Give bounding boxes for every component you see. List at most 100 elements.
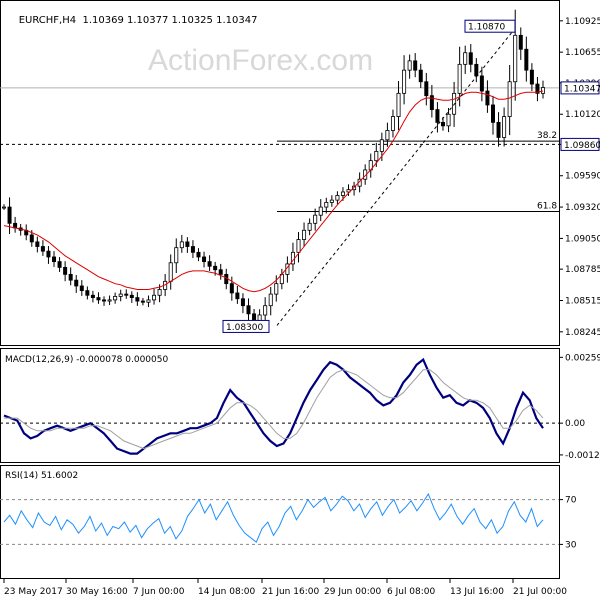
fib-level-label: 38.2 bbox=[537, 131, 557, 141]
price-tick-label: 1.09320 bbox=[565, 203, 600, 213]
candle-body bbox=[263, 305, 268, 316]
candle-body bbox=[174, 247, 179, 264]
candle-body bbox=[513, 34, 518, 83]
candle-body bbox=[402, 69, 407, 94]
candle-body bbox=[324, 202, 329, 208]
rsi-tick-label: 30 bbox=[565, 540, 577, 550]
candle-body bbox=[40, 246, 45, 252]
candle-body bbox=[424, 81, 429, 97]
candle-body bbox=[318, 206, 323, 216]
candle-body bbox=[90, 294, 95, 298]
candle-body bbox=[124, 293, 129, 296]
candle-body bbox=[118, 293, 123, 297]
rsi-tick-label: 70 bbox=[565, 496, 577, 506]
candle-body bbox=[313, 214, 318, 224]
candle-body bbox=[185, 241, 190, 247]
candle-body bbox=[502, 116, 507, 138]
candle-body bbox=[107, 299, 112, 302]
candle-body bbox=[135, 297, 140, 302]
candle-body bbox=[29, 234, 34, 243]
watermark: ActionForex.com bbox=[148, 44, 373, 77]
candle-body bbox=[274, 283, 279, 295]
x-tick-label: 14 Jun 08:00 bbox=[198, 587, 255, 597]
candle-body bbox=[246, 305, 251, 315]
x-tick-label: 29 Jun 00:00 bbox=[324, 587, 381, 597]
current-price-badge-box bbox=[560, 81, 600, 95]
price-tick-label: 1.09050 bbox=[565, 234, 600, 244]
swing-high-label-box bbox=[464, 19, 516, 33]
candle-body bbox=[46, 250, 51, 258]
candle-body bbox=[168, 262, 173, 282]
macd-layer: MACD(12,26,9) -0.000078 0.000050 0.00259 0… bbox=[0, 353, 600, 461]
candle-body bbox=[496, 121, 501, 138]
candle-body bbox=[190, 246, 195, 253]
candle-body bbox=[307, 222, 312, 231]
x-tick-label: 30 May 16:00 bbox=[66, 587, 128, 597]
candle-body bbox=[429, 95, 434, 110]
candle-body bbox=[340, 191, 345, 196]
candle-body bbox=[79, 285, 84, 292]
candle-body bbox=[257, 314, 262, 322]
candle-body bbox=[68, 273, 73, 281]
candle-body bbox=[446, 113, 451, 127]
candle-body bbox=[474, 63, 479, 77]
ohlc-label: 1.10369 1.10377 1.10325 1.10347 bbox=[82, 15, 258, 26]
candle-body bbox=[418, 69, 423, 83]
candle-body bbox=[129, 294, 134, 298]
candle-body bbox=[524, 48, 529, 71]
candle-body bbox=[7, 206, 12, 224]
candle-body bbox=[140, 300, 145, 303]
candle-body bbox=[541, 87, 546, 94]
candle-body bbox=[218, 269, 223, 275]
candle-body bbox=[146, 299, 151, 303]
candle-body bbox=[396, 92, 401, 117]
candle-body bbox=[207, 261, 212, 267]
x-tick-label: 13 Jul 16:00 bbox=[450, 587, 504, 597]
axis-layer: 23 May 2017 30 May 16:00 7 Jun 00:00 14 Jun… bbox=[3, 578, 567, 597]
candle-body bbox=[335, 195, 340, 201]
x-tick-label: 6 Jul 08:00 bbox=[387, 587, 436, 597]
swing-high-label: 1.10870 bbox=[468, 23, 505, 33]
price-layer: 1.109251.106551.103901.101201.098601.095… bbox=[0, 9, 600, 338]
candle-body bbox=[507, 81, 512, 117]
macd-signal-line bbox=[4, 369, 544, 450]
rsi-layer: RSI(14) 51.6002 70 30 bbox=[0, 471, 577, 550]
candle-body bbox=[35, 241, 40, 247]
x-tick-label: 7 Jun 00:00 bbox=[133, 587, 185, 597]
price-tick-label: 1.10655 bbox=[565, 48, 600, 58]
support-level-badge: 1.09860 bbox=[564, 141, 600, 151]
candle-body bbox=[468, 52, 473, 65]
candle-body bbox=[379, 139, 384, 152]
candle-body bbox=[390, 116, 395, 131]
candle-body bbox=[96, 297, 101, 301]
price-tick-label: 1.08245 bbox=[565, 328, 600, 338]
price-tick-label: 1.10120 bbox=[565, 110, 600, 120]
moving-average-line bbox=[3, 90, 544, 293]
candle-body bbox=[268, 293, 273, 307]
price-tick-label: 1.08515 bbox=[565, 296, 600, 306]
candle-body bbox=[2, 206, 7, 209]
candle-body bbox=[240, 298, 245, 307]
macd-pane bbox=[0, 348, 560, 463]
candle-body bbox=[435, 109, 440, 123]
candle-body bbox=[229, 283, 234, 294]
fib-trend-line bbox=[276, 26, 517, 326]
candle-body bbox=[457, 63, 462, 94]
candle-body bbox=[463, 52, 468, 65]
macd-tick-label: -0.00125 bbox=[565, 451, 600, 461]
candle-body bbox=[479, 75, 484, 92]
rsi-title: RSI(14) 51.6002 bbox=[5, 471, 78, 481]
macd-tick-label: 0.00259 bbox=[565, 353, 600, 363]
macd-tick-label: 0.00 bbox=[565, 419, 585, 429]
candle-body bbox=[374, 150, 379, 162]
candle-body bbox=[196, 251, 201, 258]
candle-body bbox=[213, 265, 218, 271]
candle-body bbox=[302, 229, 307, 240]
candle-body bbox=[74, 279, 79, 287]
candle-body bbox=[52, 256, 57, 263]
candle-body bbox=[413, 60, 418, 71]
candle-body bbox=[252, 313, 257, 322]
candle-body bbox=[152, 294, 157, 301]
